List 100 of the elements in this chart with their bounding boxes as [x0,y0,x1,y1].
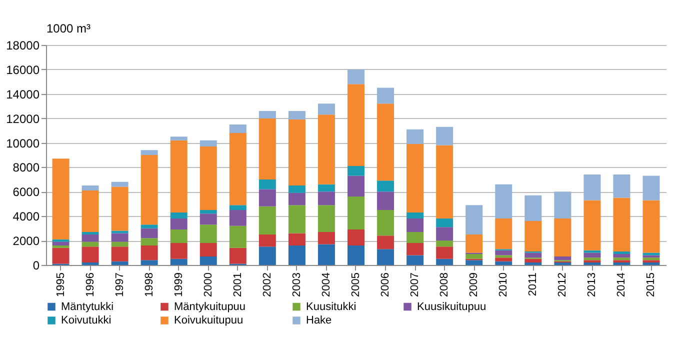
bar [170,258,188,265]
bar [258,206,276,234]
x-tick-label: 2015 [645,272,658,297]
bar [642,260,660,263]
bar [170,136,188,140]
bar [170,140,188,212]
bar [348,230,364,246]
bar [377,192,394,210]
x-tick-label: 2008 [438,272,451,297]
bar [111,261,128,265]
x-tick-label: 2005 [350,272,362,297]
bar [436,227,454,241]
legend-label: Kuusitukki [306,300,356,313]
bar [466,260,483,265]
bar [111,242,128,247]
bar [229,205,246,210]
bar [200,140,217,146]
bar [348,245,364,265]
bar [200,214,217,225]
bar [406,144,424,212]
legend-label: Mäntykuitupuu [174,300,246,313]
x-tick-label: 2009 [468,272,480,297]
bar [466,254,483,259]
bar [495,218,512,250]
bar [200,243,217,256]
x-tick-label: 2014 [616,272,628,297]
bar [52,158,70,240]
bar [111,233,128,242]
bar [584,260,601,263]
x-tick-label: 2010 [498,272,510,297]
y-tick-label: 12000 [6,112,40,126]
bar [82,242,99,247]
bar [613,260,630,263]
bar [82,186,99,190]
legend-label: Koivutukki [61,314,112,326]
x-tick-label: 2012 [556,272,569,297]
bar [318,192,335,206]
bar [348,166,364,176]
bar [200,210,217,214]
bar [348,196,364,230]
bar [258,246,276,265]
legend-label: Koivukuitupuu [174,314,244,326]
bar [406,129,424,144]
legend-label: Hake [306,314,332,326]
bar [288,120,306,186]
bar [288,205,306,234]
bar [377,104,394,181]
bar [348,176,364,197]
bar [229,124,246,133]
bar [584,200,601,250]
bar [466,205,483,234]
bar [170,243,188,259]
y-tick-label: 4000 [12,210,40,224]
bar [82,190,99,232]
bar [524,195,542,221]
bar [436,258,454,265]
y-tick-label: 10000 [6,136,40,150]
bar [140,155,158,225]
bar [258,234,276,247]
bar [584,258,601,260]
x-tick-label: 2002 [261,272,274,297]
x-tick-label: 2000 [202,272,214,297]
bar [170,212,188,219]
y-tick-label: 16000 [6,62,40,77]
bar [406,218,424,232]
y-tick-label: 14000 [6,87,40,102]
x-tick-label: 2013 [586,272,598,297]
bar [111,182,128,187]
bar [140,238,158,246]
bar [584,250,601,253]
bar [348,84,364,166]
bar [258,179,276,190]
bar [554,256,572,260]
x-tick-label: 1998 [143,272,156,297]
y-tick-label: 8000 [12,160,40,175]
bar [642,258,660,260]
bar [466,234,483,253]
x-tick-label: 1997 [114,272,126,297]
bar [554,192,572,219]
y-axis-title: 1000 m³ [46,22,91,36]
bar [288,186,306,193]
x-tick-label: 2001 [232,272,244,297]
bar [258,111,276,118]
bar [82,234,99,242]
y-tick-label: 18000 [6,38,40,52]
bar [524,221,542,252]
bar [229,248,246,264]
bar [348,69,364,84]
bar [52,239,70,242]
bar [495,250,512,256]
y-tick-label: 0 [32,258,40,272]
bar [524,252,542,258]
bar [170,218,188,230]
bar [229,133,246,206]
x-tick-label: 1999 [172,272,185,297]
bar [288,245,306,265]
bar [495,261,512,265]
bar [82,246,99,263]
bar [52,248,70,264]
legend-label: Mäntytukki [61,300,114,313]
